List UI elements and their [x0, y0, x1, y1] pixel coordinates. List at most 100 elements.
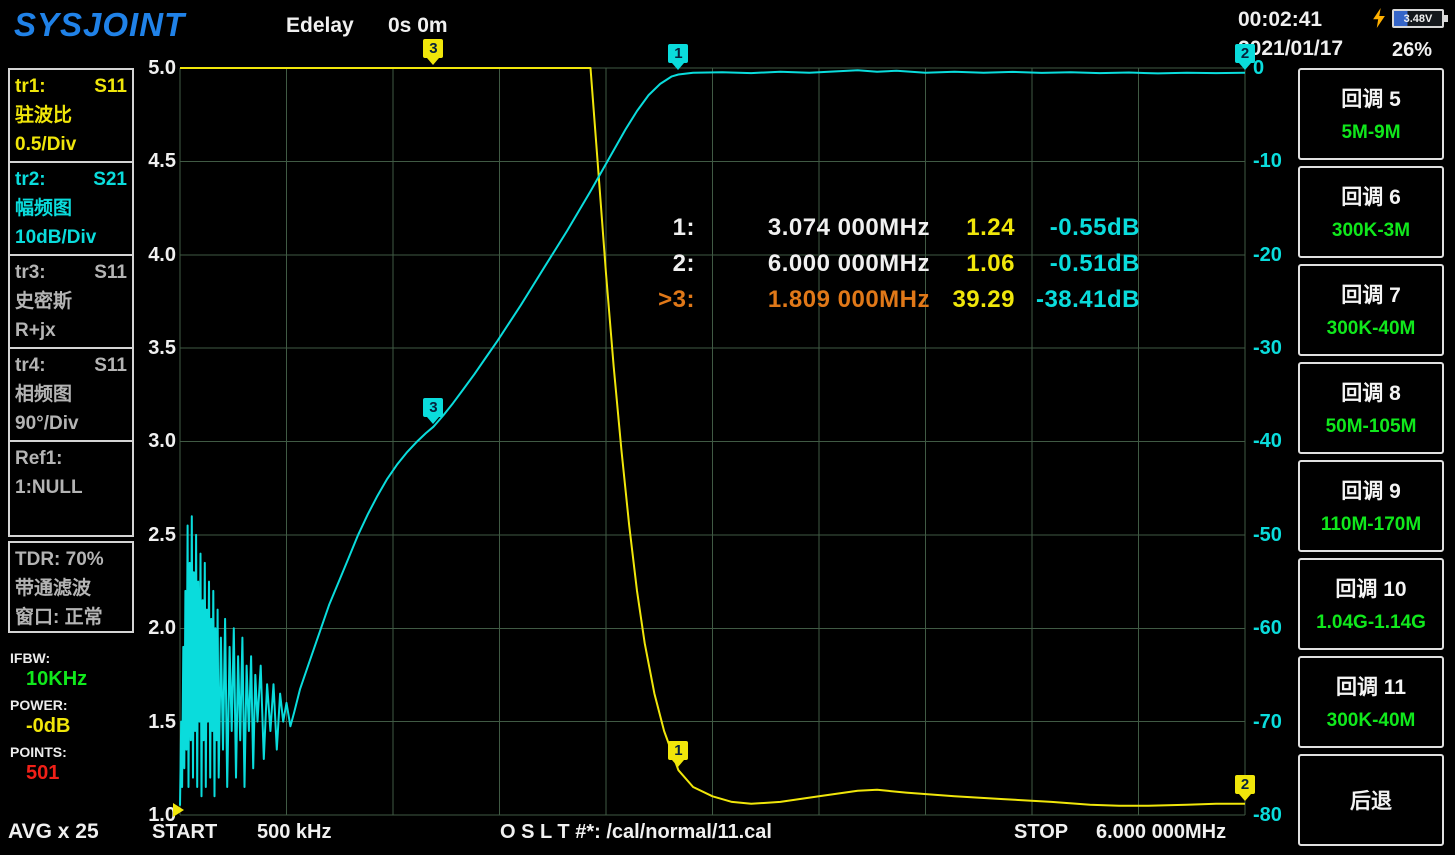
chart-area[interactable]: 3 1 2 3 1 2 1: 3.074 000MHz 1.24 -0.55dB 2: 6…	[179, 39, 1255, 816]
menu-button-title: 回调 7	[1341, 284, 1401, 307]
axis-left-label: 4.5	[148, 150, 176, 172]
menu-button-back[interactable]: 后退	[1298, 754, 1444, 846]
trace-box-tr1[interactable]: tr1: S11 驻波比 0.5/Div	[8, 68, 134, 163]
menu-button-recall-5[interactable]: 回调 5 5M-9M	[1298, 68, 1444, 160]
menu-button-subtitle: 300K-40M	[1326, 710, 1416, 731]
menu-button-subtitle: 1.04G-1.14G	[1316, 612, 1426, 633]
marker-readout: 1: 3.074 000MHz 1.24 -0.55dB 2: 6.000 00…	[645, 210, 1140, 318]
trace-box-tr3[interactable]: tr3: S11 史密斯 R+jx	[8, 254, 134, 349]
menu-button-title: 回调 5	[1341, 88, 1401, 111]
trace-name: tr4:	[15, 355, 46, 376]
avg-label: AVG x 25	[8, 820, 99, 843]
menu-button-recall-9[interactable]: 回调 9 110M-170M	[1298, 460, 1444, 552]
ifbw-label: IFBW:	[10, 650, 51, 666]
menu-button-title: 后退	[1350, 790, 1392, 813]
marker-id: 1:	[672, 214, 695, 241]
tdr-line1: TDR: 70%	[15, 549, 104, 570]
trace-param: S11	[94, 355, 127, 376]
marker-id: >3:	[658, 286, 695, 313]
chart-marker-flag-3[interactable]: 3	[423, 397, 444, 417]
ifbw-value: 10KHz	[26, 668, 88, 690]
trace-box-tr4[interactable]: tr4: S11 相频图 90°/Div	[8, 347, 134, 442]
trace-param: S21	[93, 169, 127, 190]
battery-percent: 26%	[1392, 39, 1433, 61]
axis-right-label: -30	[1253, 337, 1282, 359]
axis-left-label: 2.5	[148, 524, 176, 546]
trace-type: 相频图	[15, 384, 73, 405]
trace-param: S11	[94, 262, 127, 283]
axis-right-label: -20	[1253, 244, 1282, 266]
menu-button-subtitle: 300K-40M	[1326, 318, 1416, 339]
battery-icon: 3.48V	[1392, 9, 1448, 28]
trace-scale: 90°/Div	[15, 413, 79, 434]
trace-param: S11	[94, 76, 127, 97]
trace-scale: 0.5/Div	[15, 134, 77, 155]
stop-label: STOP	[1014, 821, 1069, 843]
chart-marker-flag-1[interactable]: 1	[668, 44, 689, 64]
axis-right-label: -60	[1253, 617, 1282, 639]
charging-bolt-icon	[1373, 8, 1385, 28]
trace-type: 幅频图	[15, 198, 73, 219]
edelay-label: Edelay	[286, 14, 354, 37]
menu-button-recall-11[interactable]: 回调 11 300K-40M	[1298, 656, 1444, 748]
menu-button-recall-8[interactable]: 回调 8 50M-105M	[1298, 362, 1444, 454]
marker-flag-layer: 3 1 2 3 1 2	[180, 39, 1255, 815]
tdr-box[interactable]: TDR: 70% 带通滤波 窗口: 正常	[8, 541, 134, 633]
ref-label: Ref1:	[15, 448, 63, 469]
menu-button-recall-10[interactable]: 回调 10 1.04G-1.14G	[1298, 558, 1444, 650]
menu-button-title: 回调 8	[1341, 382, 1401, 405]
ref-value: 1:NULL	[15, 477, 83, 498]
trace-swr	[180, 67, 1245, 807]
trace-name: tr1:	[15, 76, 46, 97]
marker-swr-value: 1.24	[966, 214, 1015, 241]
ref-box[interactable]: Ref1: 1:NULL	[8, 440, 134, 537]
chart-marker-flag-1[interactable]: 1	[668, 741, 689, 761]
trace-box-tr2[interactable]: tr2: S21 幅频图 10dB/Div	[8, 161, 134, 256]
menu-button-title: 回调 10	[1335, 578, 1407, 601]
menu-button-title: 回调 6	[1341, 186, 1401, 209]
marker-frequency: 6.000 000MHz	[767, 250, 930, 277]
trace-name: tr2:	[15, 169, 46, 190]
marker-db-value: -0.55dB	[1049, 214, 1140, 241]
trace-type: 史密斯	[15, 291, 73, 312]
chart-plot	[179, 67, 1246, 816]
tdr-line2: 带通滤波	[15, 578, 92, 599]
trace-type: 驻波比	[15, 105, 73, 126]
chart-marker-flag-2[interactable]: 2	[1235, 774, 1255, 794]
marker-row: 2: 6.000 000MHz 1.06 -0.51dB	[645, 246, 1140, 282]
trace-db	[179, 69, 1246, 806]
date: 2021/01/17	[1238, 37, 1344, 60]
menu-button-recall-7[interactable]: 回调 7 300K-40M	[1298, 264, 1444, 356]
menu-button-title: 回调 9	[1341, 480, 1401, 503]
marker-db-value: -38.41dB	[1035, 286, 1140, 313]
axis-left-label: 4.0	[148, 244, 176, 266]
stop-value: 6.000 000MHz	[1096, 821, 1227, 843]
axis-right-label: -10	[1253, 150, 1282, 172]
tdr-line3: 窗口: 正常	[15, 607, 103, 628]
chart-marker-flag-3[interactable]: 3	[423, 39, 444, 58]
app-logo: SYSJOINT	[14, 6, 186, 43]
axis-left-label: 3.5	[148, 337, 176, 359]
trace1-ref-arrow-icon	[173, 803, 184, 817]
clock: 00:02:41	[1238, 8, 1323, 31]
marker-row: 1: 3.074 000MHz 1.24 -0.55dB	[645, 210, 1140, 246]
points-value: 501	[26, 762, 60, 784]
marker-row-active: >3: 1.809 000MHz 39.29 -38.41dB	[645, 282, 1140, 318]
chart-marker-flag-2[interactable]: 2	[1235, 43, 1255, 63]
axis-left: 5.0 4.5 4.0 3.5 3.0 2.5 2.0 1.5 1.0	[136, 57, 178, 826]
marker-frequency: 1.809 000MHz	[767, 286, 930, 313]
marker-id: 2:	[672, 250, 695, 277]
axis-left-label: 5.0	[148, 57, 176, 79]
power-label: POWER:	[10, 697, 68, 713]
axis-right-label: -50	[1253, 524, 1282, 546]
marker-swr-value: 1.06	[966, 250, 1015, 277]
grid-lines	[179, 67, 1246, 816]
axis-left-label: 3.0	[148, 430, 176, 452]
menu-button-recall-6[interactable]: 回调 6 300K-3M	[1298, 166, 1444, 258]
axis-right-label: 0	[1253, 57, 1265, 79]
edelay-value: 0s 0m	[388, 14, 448, 37]
battery-voltage: 3.48V	[1403, 12, 1433, 25]
cal-file-text: O S L T #*: /cal/normal/11.cal	[500, 821, 772, 843]
start-label: START	[152, 821, 218, 843]
axis-right: 0 -10 -20 -30 -40 -50 -60 -70 -80	[1251, 57, 1303, 826]
